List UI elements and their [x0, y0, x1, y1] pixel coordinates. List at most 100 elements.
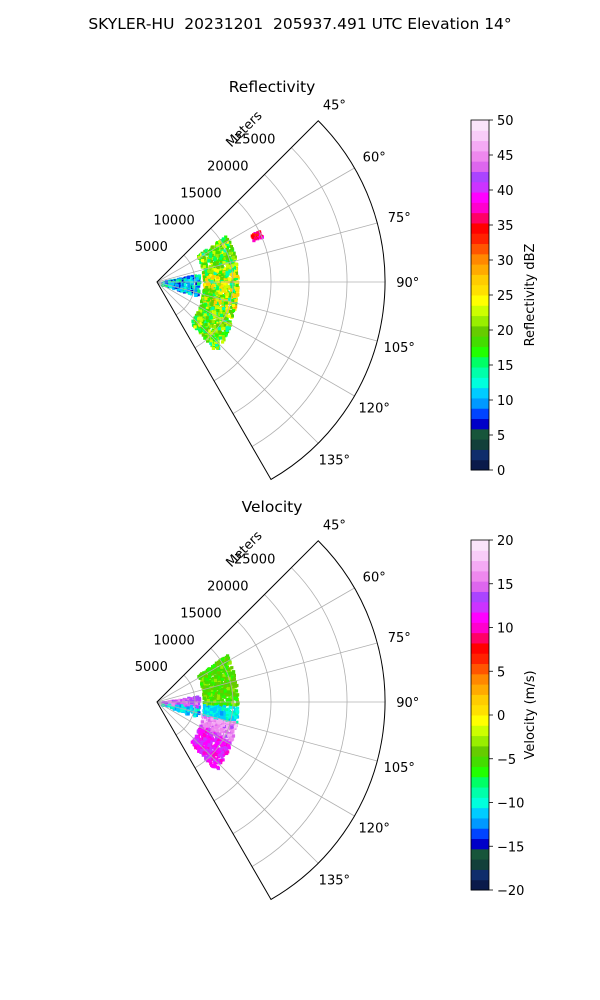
echo-cell [216, 259, 220, 263]
echo-cell [189, 703, 193, 707]
echo-cell [201, 328, 205, 332]
echo-cell [213, 345, 217, 349]
azimuth-tick-label: 120° [359, 401, 390, 416]
echo-cell [200, 746, 204, 750]
colorbar-swatch [471, 859, 489, 870]
echo-cell [213, 248, 218, 252]
echo-cell [219, 256, 223, 260]
range-tick-label: 5000 [135, 240, 168, 255]
echo-cell [200, 672, 204, 676]
echo-cell [229, 282, 233, 286]
colorbar-swatch [471, 449, 489, 461]
echo-cell [232, 693, 236, 697]
echo-cell [197, 696, 201, 701]
azimuth-gridline [156, 587, 355, 703]
echo-cell [206, 682, 210, 687]
echo-cell [212, 290, 216, 294]
azimuth-tick-label: 45° [323, 99, 346, 114]
echo-cell [233, 680, 237, 684]
echo-cell [225, 303, 229, 308]
echo-cell [225, 298, 229, 302]
reflectivity-chart: Reflectivity 5000 10000 15000 20000 25000 45° 6… [135, 78, 538, 481]
echo-cell [206, 699, 210, 703]
echo-cell [214, 714, 218, 718]
echo-cell [204, 296, 208, 301]
echo-cell [214, 753, 218, 757]
echo-cell [215, 282, 219, 286]
echo-cell [217, 283, 221, 287]
colorbar-swatch [471, 459, 489, 471]
echo-cell [214, 733, 218, 737]
echo-cell [207, 722, 211, 726]
echo-cell [210, 301, 214, 305]
azimuth-gridline [156, 281, 378, 342]
echo-cell [226, 252, 230, 256]
echo-cell [195, 743, 199, 747]
echo-cell [211, 346, 215, 350]
azimuth-tick-label: 90° [396, 276, 419, 291]
echo-cell [189, 698, 193, 703]
echo-cell [222, 312, 226, 316]
echo-cell [222, 742, 226, 746]
echo-cell [194, 286, 198, 290]
echo-cell [221, 753, 225, 758]
echo-cell [222, 278, 226, 282]
echo-cell [223, 684, 227, 688]
echo-cell [222, 704, 227, 708]
echo-cell [200, 748, 204, 752]
azimuth-gridline [156, 701, 319, 864]
echo-cell [215, 269, 219, 273]
echo-cell [209, 339, 214, 343]
echo-cell [229, 679, 233, 683]
echo-cell [219, 698, 223, 702]
echo-cell [215, 265, 219, 269]
colorbar-swatch [471, 756, 489, 767]
colorbar-tick-label: −10 [497, 797, 524, 812]
echo-cell [205, 744, 209, 748]
echo-cell [221, 281, 225, 285]
echo-cell [190, 274, 195, 279]
colorbar-swatch [471, 632, 489, 644]
echo-cell [205, 305, 209, 310]
echo-cell [209, 316, 213, 320]
echo-cell [208, 313, 212, 318]
echo-cell [210, 331, 214, 336]
echo-cell [232, 705, 236, 709]
echo-cell [211, 665, 215, 669]
echo-cell [178, 709, 182, 713]
azimuth-tick-label: 135° [319, 873, 350, 888]
echo-cell [205, 252, 209, 256]
echo-cell [208, 272, 212, 276]
echo-cell [217, 759, 221, 763]
echo-cell [206, 722, 210, 726]
echo-cell [224, 734, 228, 738]
echo-cell [214, 291, 218, 295]
echo-cell [202, 679, 206, 683]
azimuth-tick-label: 90° [396, 696, 419, 711]
echo-cell [217, 751, 221, 755]
colorbar-swatch [471, 581, 489, 592]
chart-title: Reflectivity [229, 78, 316, 96]
echo-cell [209, 254, 213, 258]
echo-cell [214, 680, 218, 684]
azimuth-gridline [156, 222, 378, 283]
range-ring [232, 174, 310, 414]
echo-cell [205, 288, 210, 292]
echo-cell [228, 244, 232, 248]
echo-cell [230, 695, 234, 699]
echo-cell [232, 272, 236, 276]
echo-cell [231, 713, 236, 717]
range-tick-label: 15000 [180, 186, 221, 201]
echo-cell [225, 240, 229, 244]
colorbar-swatch [471, 367, 489, 378]
echo-cell [199, 739, 203, 743]
echo-cell [223, 316, 227, 320]
echo-cell [225, 328, 229, 332]
echo-cell [213, 324, 217, 329]
echo-cell [203, 718, 207, 722]
echo-cell [226, 320, 230, 325]
echo-cell [218, 667, 222, 671]
echo-cell [228, 685, 232, 689]
echo-cell [224, 311, 228, 316]
echo-cell [214, 702, 218, 706]
